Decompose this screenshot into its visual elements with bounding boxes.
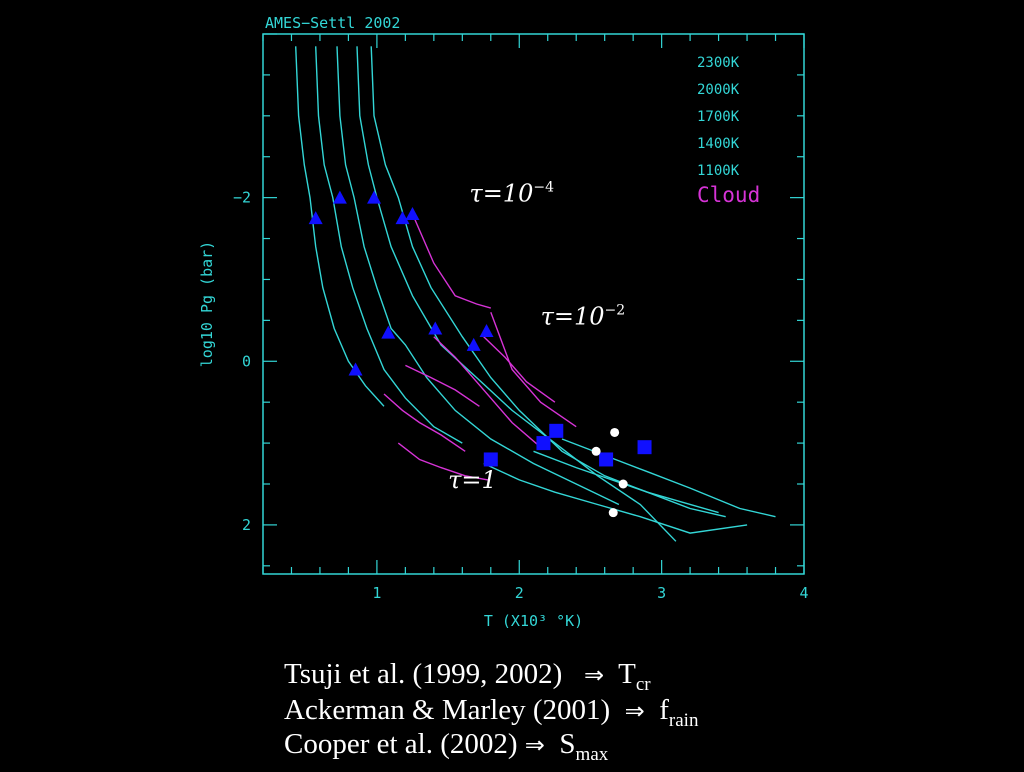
- caption-line-1: Tsuji et al. (1999, 2002) ⇒ Tcr: [284, 657, 651, 702]
- triangle-marker: [308, 211, 323, 225]
- triangle-marker: [479, 324, 494, 337]
- legend-entry: 1400K: [697, 136, 740, 152]
- y-tick-label: 2: [242, 516, 251, 534]
- cloud-segment: [483, 336, 556, 403]
- triangle-marker: [466, 337, 481, 351]
- cloud-segment: [397, 442, 489, 481]
- square-marker: [536, 436, 551, 451]
- triangle-marker: [381, 325, 396, 339]
- x-tick-label: 3: [657, 584, 666, 602]
- caption-line-2: Ackerman & Marley (2001) ⇒ frain: [284, 693, 698, 738]
- series-line-2000k: [315, 46, 463, 444]
- triangle-marker: [428, 321, 443, 335]
- caption-reference: Tsuji et al. (1999, 2002): [284, 658, 563, 690]
- triangle-marker: [367, 190, 382, 204]
- dot-marker: [591, 446, 601, 456]
- series-line-2000k-low: [533, 450, 726, 518]
- implies-arrow-icon: ⇒: [584, 661, 605, 689]
- legend-entry: 2300K: [697, 55, 740, 71]
- chart-title: AMES−Settl 2002: [265, 14, 400, 32]
- tau-annotation: τ=1: [448, 466, 497, 494]
- x-axis-label: T (X10³ °K): [484, 612, 583, 630]
- series-line-2300k-low: [483, 462, 748, 534]
- cloud-segment: [411, 213, 491, 309]
- caption-symbol: S: [559, 728, 576, 760]
- legend-entry: Cloud: [697, 183, 760, 207]
- cloud-segment: [490, 311, 577, 428]
- cloud-segment: [383, 393, 466, 452]
- cloud-segment: [405, 364, 480, 407]
- caption-reference: Cooper et al. (2002): [284, 728, 518, 760]
- caption-symbol: f: [659, 694, 669, 726]
- x-tick-label: 4: [799, 584, 808, 602]
- y-tick-label: 0: [242, 352, 251, 370]
- legend-entry: 1700K: [697, 109, 740, 125]
- dot-marker: [610, 427, 620, 437]
- square-marker: [637, 440, 652, 455]
- y-tick-label: −2: [233, 189, 251, 207]
- caption-reference: Ackerman & Marley (2001): [284, 694, 611, 726]
- triangle-marker: [405, 207, 420, 220]
- triangle-marker: [332, 190, 347, 204]
- x-tick-label: 1: [372, 584, 381, 602]
- plot-frame: [262, 33, 805, 575]
- caption-subscript: rain: [668, 710, 699, 731]
- y-axis-label: log10 Pg (bar): [198, 241, 216, 367]
- triangle-marker: [348, 362, 363, 376]
- implies-arrow-icon: ⇒: [624, 697, 645, 725]
- legend-entry: 1100K: [697, 163, 740, 179]
- square-marker: [599, 452, 614, 467]
- square-marker: [483, 452, 498, 467]
- caption-line-3: Cooper et al. (2002) ⇒ Smax: [284, 727, 608, 772]
- legend-entry: 2000K: [697, 82, 740, 98]
- series-line-1700k: [336, 46, 620, 506]
- series-line-1100k: [370, 46, 719, 514]
- tau-annotation: τ=10−4: [469, 180, 554, 208]
- square-marker: [549, 423, 564, 438]
- series-line-1400k: [356, 46, 677, 542]
- cloud-segment: [433, 336, 542, 448]
- dot-marker: [618, 479, 628, 489]
- implies-arrow-icon: ⇒: [524, 731, 545, 759]
- tau-annotation: τ=10−2: [541, 302, 626, 330]
- caption-symbol: T: [618, 658, 636, 690]
- dot-marker: [608, 508, 618, 518]
- triangle-marker: [395, 211, 410, 225]
- caption-subscript: cr: [635, 674, 651, 695]
- chart: 1 2 3 4 −2 0 2 AMES−Settl 2002 T (X10³ °K) log10 …: [198, 14, 809, 630]
- x-tick-label: 2: [515, 584, 524, 602]
- caption-subscript: max: [575, 744, 609, 765]
